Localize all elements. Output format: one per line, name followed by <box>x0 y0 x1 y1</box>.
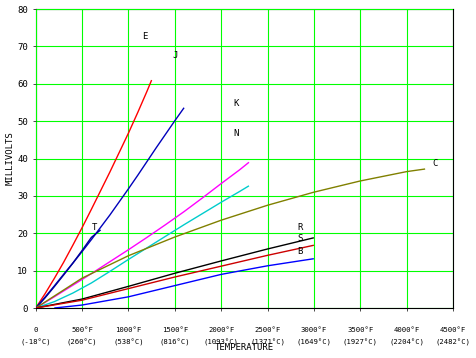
Text: (816°C): (816°C) <box>159 339 190 346</box>
Text: T: T <box>91 223 97 232</box>
Text: 2000°F: 2000°F <box>208 327 234 333</box>
Text: J: J <box>173 50 178 60</box>
Text: (260°C): (260°C) <box>67 339 98 346</box>
Text: S: S <box>297 234 303 243</box>
Text: (2204°C): (2204°C) <box>389 339 424 346</box>
Text: K: K <box>233 99 238 108</box>
Text: C: C <box>433 159 438 168</box>
Text: 500°F: 500°F <box>71 327 93 333</box>
Text: 4500°F: 4500°F <box>440 327 466 333</box>
Text: 1500°F: 1500°F <box>162 327 188 333</box>
Text: (1649°C): (1649°C) <box>297 339 331 346</box>
Text: 3500°F: 3500°F <box>347 327 373 333</box>
Text: (2482°C): (2482°C) <box>436 339 470 346</box>
Y-axis label: MILLIVOLTS: MILLIVOLTS <box>6 132 15 185</box>
Text: (-18°C): (-18°C) <box>20 339 51 346</box>
Text: (1371°C): (1371°C) <box>250 339 285 346</box>
Text: N: N <box>233 129 238 138</box>
Text: 4000°F: 4000°F <box>394 327 420 333</box>
Text: E: E <box>142 32 147 41</box>
Text: B: B <box>297 247 303 256</box>
Text: R: R <box>297 223 303 232</box>
Text: (1927°C): (1927°C) <box>343 339 378 346</box>
Text: 1000°F: 1000°F <box>115 327 141 333</box>
Text: (538°C): (538°C) <box>113 339 144 346</box>
Text: (1093°C): (1093°C) <box>204 339 238 346</box>
Text: 2500°F: 2500°F <box>254 327 281 333</box>
Text: 0: 0 <box>33 327 38 333</box>
X-axis label: TEMPERATURE: TEMPERATURE <box>215 343 274 352</box>
Text: 3000°F: 3000°F <box>301 327 327 333</box>
